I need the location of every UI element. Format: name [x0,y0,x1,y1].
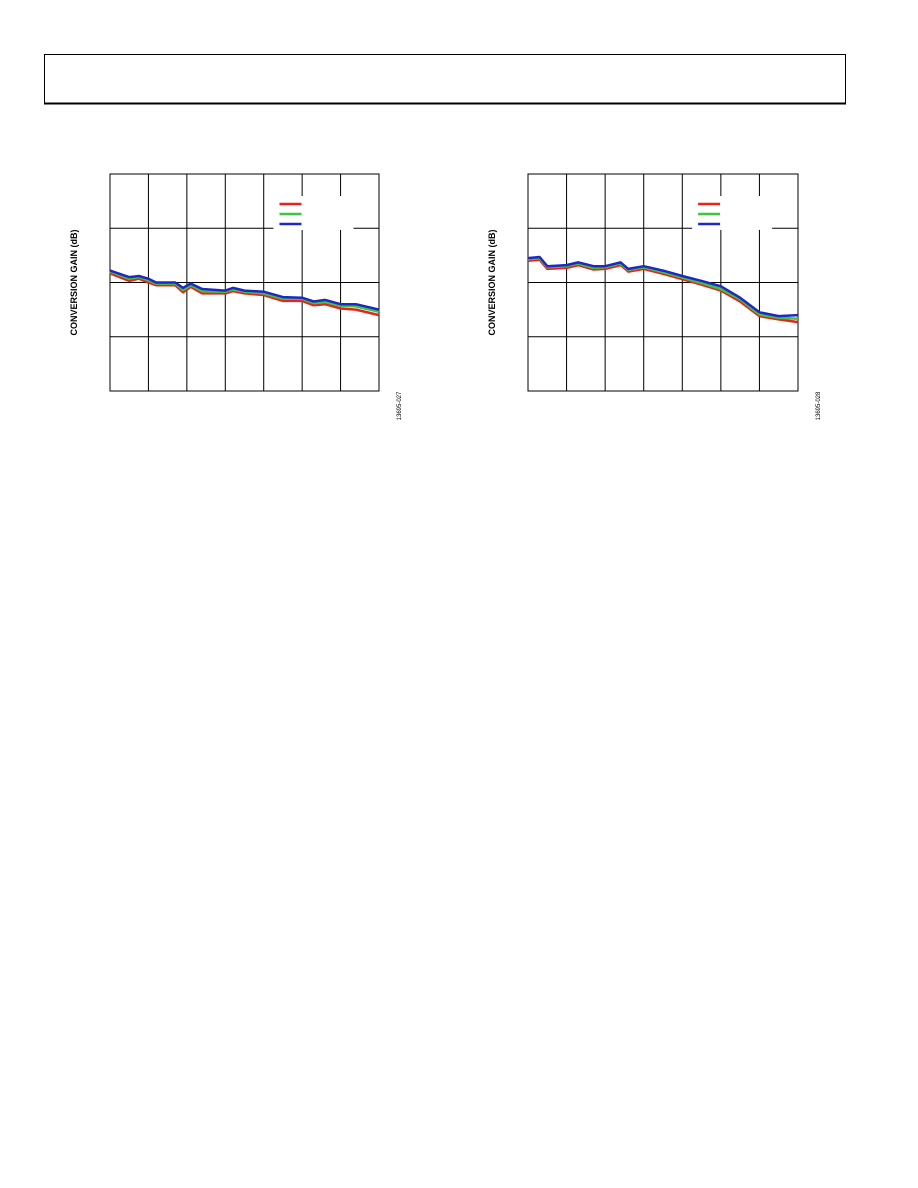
series-line [109,272,380,317]
y-axis-label: CONVERSION GAIN (dB) [69,229,79,335]
series-line [527,258,799,324]
figure-id: 13695-027 [397,391,403,420]
series-line [109,270,380,314]
series-line [109,269,380,311]
figure-id: 13695-028 [816,391,822,420]
y-axis-label: CONVERSION GAIN (dB) [487,229,497,335]
plot-frame [527,173,799,392]
series-line [527,255,799,318]
plot-frame [109,173,380,392]
header-box [44,54,846,104]
